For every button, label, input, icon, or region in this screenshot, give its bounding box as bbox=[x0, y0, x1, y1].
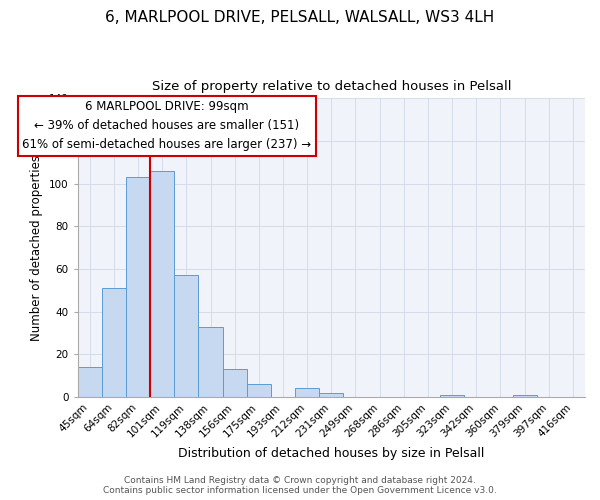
Bar bbox=[319, 392, 343, 397]
Bar bbox=[295, 388, 319, 397]
Bar bbox=[126, 178, 150, 397]
Bar bbox=[150, 171, 174, 397]
Title: Size of property relative to detached houses in Pelsall: Size of property relative to detached ho… bbox=[152, 80, 511, 93]
Bar bbox=[77, 367, 102, 397]
Bar bbox=[223, 369, 247, 397]
Bar bbox=[512, 395, 536, 397]
Bar bbox=[174, 276, 199, 397]
Bar bbox=[199, 326, 223, 397]
Text: 6 MARLPOOL DRIVE: 99sqm
← 39% of detached houses are smaller (151)
61% of semi-d: 6 MARLPOOL DRIVE: 99sqm ← 39% of detache… bbox=[22, 100, 311, 152]
Bar bbox=[247, 384, 271, 397]
Text: Contains HM Land Registry data © Crown copyright and database right 2024.
Contai: Contains HM Land Registry data © Crown c… bbox=[103, 476, 497, 495]
Bar bbox=[440, 395, 464, 397]
Bar bbox=[102, 288, 126, 397]
Text: 6, MARLPOOL DRIVE, PELSALL, WALSALL, WS3 4LH: 6, MARLPOOL DRIVE, PELSALL, WALSALL, WS3… bbox=[106, 10, 494, 25]
X-axis label: Distribution of detached houses by size in Pelsall: Distribution of detached houses by size … bbox=[178, 447, 485, 460]
Y-axis label: Number of detached properties: Number of detached properties bbox=[31, 154, 43, 340]
